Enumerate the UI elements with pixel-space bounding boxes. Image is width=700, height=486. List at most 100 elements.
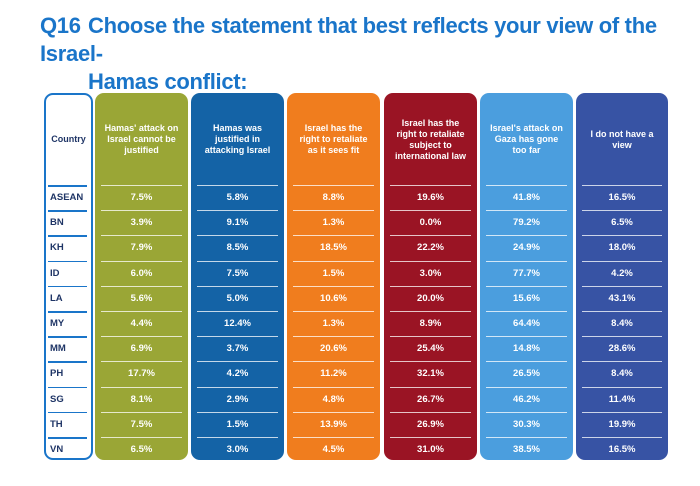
column-header: Israel has the right to retaliate as it … — [299, 123, 368, 155]
table-cell: 4.5% — [322, 444, 345, 455]
row-divider — [582, 260, 662, 262]
table-cell: 26.7% — [417, 393, 444, 405]
country-label: BN — [50, 217, 64, 229]
table-cell: 25.4% — [417, 343, 444, 355]
table-cell: 31.0% — [417, 444, 444, 455]
row-divider — [101, 386, 182, 388]
table-cell: 38.5% — [513, 444, 540, 455]
row-divider — [48, 235, 87, 237]
country-label: ASEAN — [50, 192, 84, 203]
row-divider — [197, 386, 278, 388]
row-divider — [197, 235, 278, 237]
row-divider — [293, 311, 374, 312]
row-divider — [293, 411, 374, 413]
row-divider — [293, 361, 374, 363]
row-divider — [486, 386, 567, 388]
country-label: SG — [50, 393, 64, 405]
row-divider — [293, 185, 374, 186]
table-cell: 24.9% — [513, 242, 540, 254]
table-cell: 5.6% — [130, 292, 153, 304]
row-divider — [582, 386, 662, 388]
column-bg-2 — [191, 93, 284, 460]
row-divider — [101, 185, 182, 186]
table-cell: 10.6% — [320, 292, 347, 304]
table-cell: 16.5% — [608, 192, 636, 203]
row-divider — [48, 361, 87, 363]
row-divider — [582, 285, 662, 287]
table-cell: 1.3% — [322, 318, 345, 329]
row-divider — [101, 260, 182, 262]
row-divider — [293, 285, 374, 287]
table-cell: 6.5% — [130, 444, 153, 455]
table-cell: 8.5% — [226, 242, 249, 254]
table-cell: 12.4% — [224, 318, 251, 329]
column-header: I do not have a view — [590, 128, 654, 150]
country-label: MY — [50, 318, 65, 329]
table-cell: 8.4% — [611, 318, 633, 329]
row-divider — [582, 411, 662, 413]
table-cell: 13.9% — [320, 418, 347, 430]
row-divider — [48, 336, 87, 338]
column-bg-3 — [287, 93, 380, 460]
question-title: Q16 Choose the statement that best reflec… — [40, 12, 680, 96]
table-cell: 64.4% — [513, 318, 540, 329]
row-divider — [486, 437, 567, 438]
row-divider — [197, 285, 278, 287]
row-divider — [582, 235, 662, 237]
column-bg-5 — [480, 93, 573, 460]
row-divider — [48, 411, 87, 414]
column-bg-6 — [576, 93, 668, 460]
row-divider — [582, 311, 662, 312]
row-divider — [48, 311, 87, 313]
table-cell: 1.5% — [322, 267, 345, 279]
row-divider — [197, 336, 278, 338]
row-divider — [48, 210, 87, 212]
table-cell: 20.0% — [417, 292, 444, 304]
table-cell: 6.9% — [130, 343, 153, 355]
country-label: PH — [50, 368, 64, 380]
row-divider — [390, 386, 471, 388]
row-divider — [197, 311, 278, 312]
country-label: VN — [50, 444, 64, 455]
table-cell: 7.5% — [130, 418, 153, 430]
row-divider — [582, 210, 662, 212]
row-divider — [390, 235, 471, 237]
row-divider — [390, 311, 471, 312]
table-cell: 4.4% — [130, 318, 153, 329]
table-cell: 8.1% — [130, 393, 153, 405]
table-cell: 3.7% — [226, 343, 249, 355]
table-cell: 43.1% — [608, 292, 636, 304]
table-cell: 3.0% — [419, 267, 442, 279]
row-divider — [48, 437, 87, 439]
row-divider — [486, 260, 567, 262]
row-divider — [293, 437, 374, 438]
country-label: ID — [50, 267, 60, 279]
row-divider — [197, 185, 278, 186]
row-divider — [101, 235, 182, 237]
row-divider — [486, 361, 567, 363]
country-label: TH — [50, 418, 63, 430]
table-cell: 9.1% — [226, 217, 249, 229]
row-divider — [197, 411, 278, 413]
row-divider — [390, 210, 471, 212]
table-cell: 8.8% — [322, 192, 345, 203]
table-cell: 28.6% — [608, 343, 636, 355]
row-divider — [197, 361, 278, 363]
table-cell: 2.9% — [226, 393, 249, 405]
table-cell: 16.5% — [608, 444, 636, 455]
table-cell: 32.1% — [417, 368, 444, 380]
row-divider — [390, 361, 471, 363]
table-cell: 11.2% — [320, 368, 347, 380]
row-divider — [48, 386, 87, 389]
row-divider — [486, 311, 567, 312]
row-divider — [101, 411, 182, 413]
row-divider — [101, 210, 182, 212]
row-divider — [197, 210, 278, 212]
table-cell: 19.6% — [417, 192, 444, 203]
country-label: KH — [50, 242, 64, 254]
country-label: MM — [50, 343, 66, 355]
table-cell: 26.9% — [417, 418, 444, 430]
table-cell: 4.2% — [226, 368, 249, 380]
table-cell: 20.6% — [320, 343, 347, 355]
table-cell: 4.8% — [322, 393, 345, 405]
